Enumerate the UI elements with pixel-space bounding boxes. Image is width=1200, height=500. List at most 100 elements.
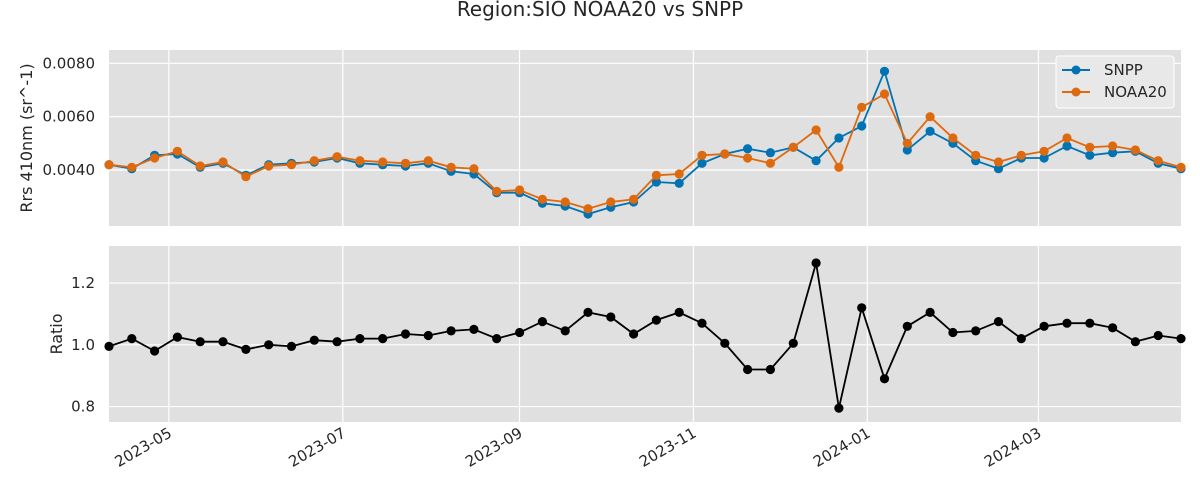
legend-label-snpp: SNPP xyxy=(1104,61,1143,79)
top-data-point-noaa20 xyxy=(332,152,342,162)
legend-marker-noaa20 xyxy=(1071,87,1081,97)
top-data-point-noaa20 xyxy=(1039,146,1049,156)
bottom-data-point-ratio xyxy=(195,337,205,347)
top-data-point-noaa20 xyxy=(241,172,251,182)
top-data-point-noaa20 xyxy=(857,102,867,112)
bottom-data-point-ratio xyxy=(400,329,411,339)
top-data-point-noaa20 xyxy=(560,197,570,207)
bottom-data-point-ratio xyxy=(857,303,867,313)
x-tick-label: 2023-11 xyxy=(636,424,699,471)
bottom-data-point-ratio xyxy=(492,334,502,344)
top-data-point-noaa20 xyxy=(469,164,479,174)
top-data-point-noaa20 xyxy=(1108,141,1118,151)
top-data-point-noaa20 xyxy=(1176,162,1186,172)
top-data-point-snpp xyxy=(1039,153,1049,163)
top-data-point-snpp xyxy=(902,145,912,155)
legend-label-noaa20: NOAA20 xyxy=(1104,83,1167,101)
top-data-point-noaa20 xyxy=(1153,156,1163,166)
top-data-point-noaa20 xyxy=(674,169,684,179)
top-data-point-snpp xyxy=(651,177,662,187)
bottom-data-point-ratio xyxy=(332,337,342,347)
bottom-data-point-ratio xyxy=(674,307,684,317)
x-tick-label: 2023-09 xyxy=(462,424,525,471)
top-data-point-noaa20 xyxy=(971,150,981,160)
top-data-point-noaa20 xyxy=(720,149,730,159)
top-data-point-noaa20 xyxy=(104,160,114,170)
top-y-tick-labels: 0.0040 0.0060 0.0080 xyxy=(43,54,96,179)
x-tick-label: 2023-07 xyxy=(285,424,348,471)
chart-title: Region:SIO NOAA20 vs SNPP xyxy=(457,0,743,21)
bottom-data-point-ratio xyxy=(697,318,707,328)
top-data-point-snpp xyxy=(1085,150,1095,160)
top-data-point-noaa20 xyxy=(378,157,388,167)
top-data-point-snpp xyxy=(857,121,867,131)
bottom-plot-area xyxy=(109,246,1181,422)
bottom-data-point-ratio xyxy=(765,364,776,375)
bottom-data-point-ratio xyxy=(286,341,297,351)
bottom-data-point-ratio xyxy=(583,307,593,317)
bottom-data-point-ratio xyxy=(241,344,251,354)
bottom-data-point-ratio xyxy=(902,321,912,331)
top-data-point-noaa20 xyxy=(172,146,182,156)
bottom-data-point-ratio xyxy=(469,324,479,334)
bottom-data-point-ratio xyxy=(1108,323,1118,333)
top-data-point-noaa20 xyxy=(218,157,228,167)
bottom-data-point-ratio xyxy=(1039,321,1049,331)
top-data-point-noaa20 xyxy=(446,162,456,172)
top-data-point-noaa20 xyxy=(286,160,297,170)
top-data-point-noaa20 xyxy=(150,153,160,163)
bottom-data-point-ratio xyxy=(811,258,821,268)
bottom-data-point-ratio xyxy=(378,334,388,344)
bottom-data-point-ratio xyxy=(629,329,639,339)
top-data-point-noaa20 xyxy=(515,185,525,195)
bottom-data-point-ratio xyxy=(309,335,319,345)
legend-marker-snpp xyxy=(1071,65,1081,75)
top-data-point-noaa20 xyxy=(423,156,433,166)
bottom-data-point-ratio xyxy=(1153,330,1163,341)
top-data-point-noaa20 xyxy=(948,133,958,143)
top-data-point-snpp xyxy=(834,133,844,143)
top-y-tick-label: 0.0060 xyxy=(43,108,96,126)
bottom-data-point-ratio xyxy=(1062,318,1072,328)
bottom-data-point-ratio xyxy=(423,330,433,341)
top-series-group xyxy=(104,66,1186,219)
top-data-point-noaa20 xyxy=(355,156,365,166)
bottom-y-axis-label: Ratio xyxy=(47,313,66,354)
top-data-point-noaa20 xyxy=(743,153,753,163)
legend: SNPP NOAA20 xyxy=(1055,55,1175,109)
bottom-data-point-ratio xyxy=(651,315,662,325)
top-data-point-snpp xyxy=(993,164,1004,174)
top-data-point-snpp xyxy=(765,148,776,158)
bottom-y-tick-labels: 0.8 1.0 1.2 xyxy=(71,274,95,416)
bottom-data-point-ratio xyxy=(925,307,935,317)
top-data-point-noaa20 xyxy=(651,170,662,180)
bottom-data-point-ratio xyxy=(218,337,228,347)
bottom-data-point-ratio xyxy=(743,364,753,375)
bottom-data-point-ratio xyxy=(104,341,114,351)
top-data-point-noaa20 xyxy=(629,194,639,204)
x-tick-label: 2024-03 xyxy=(981,424,1044,471)
top-data-point-noaa20 xyxy=(765,158,776,168)
top-data-point-noaa20 xyxy=(264,161,274,171)
top-data-point-noaa20 xyxy=(811,125,821,135)
top-data-point-snpp xyxy=(925,126,935,136)
bottom-y-tick-label: 0.8 xyxy=(71,398,95,416)
bottom-data-point-ratio xyxy=(720,338,730,348)
top-data-point-snpp xyxy=(811,156,821,166)
top-data-point-noaa20 xyxy=(697,150,707,160)
bottom-series-group xyxy=(104,258,1186,413)
top-data-point-noaa20 xyxy=(879,89,890,99)
top-data-point-noaa20 xyxy=(834,162,844,172)
top-data-point-noaa20 xyxy=(1085,142,1095,152)
top-data-point-noaa20 xyxy=(195,161,205,171)
bottom-data-point-ratio xyxy=(879,374,890,384)
top-y-axis-label: Rrs 410nm (sr^-1) xyxy=(17,63,36,212)
bottom-data-point-ratio xyxy=(993,317,1004,327)
top-panel: 0.0040 0.0060 0.0080 Rrs 410nm (sr^-1) SNP… xyxy=(17,50,1186,226)
top-data-point-snpp xyxy=(743,144,753,154)
top-data-point-noaa20 xyxy=(1062,133,1072,143)
top-data-point-noaa20 xyxy=(583,204,593,214)
top-plot-area xyxy=(109,50,1181,226)
bottom-data-point-ratio xyxy=(1176,334,1186,344)
bottom-y-tick-label: 1.2 xyxy=(71,274,95,292)
